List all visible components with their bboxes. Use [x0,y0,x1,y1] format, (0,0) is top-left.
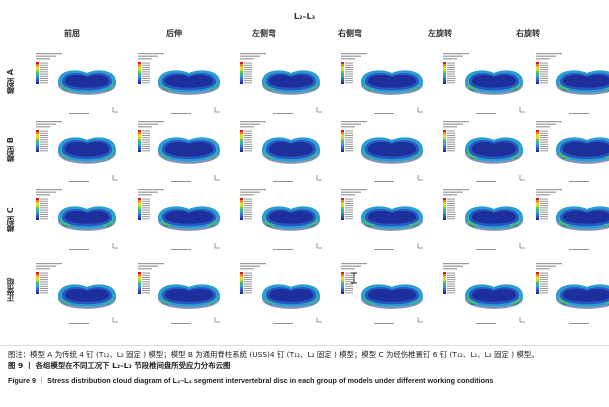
column-header-extension: 后伸 [166,29,182,38]
figure-label: Figure 9 [8,376,36,385]
legend-scale [138,272,150,294]
row-header-model-b: 模型 B [6,137,15,163]
figure-caption-en: Figure 9 丨 Stress distribution cloud dia… [8,376,604,386]
stress-panel-normal-group-left-bend [239,262,325,328]
stress-panel-normal-group-left-rotation [442,262,528,328]
stress-panel-model-b-left-rotation [442,120,528,186]
stress-panel-normal-group-right-bend [340,262,426,328]
stress-panel-model-b-right-bend [340,120,426,186]
legend-scale [138,130,150,152]
row-header-normal-group: 正常组 [6,278,15,302]
stress-panel-normal-group-extension [137,262,223,328]
legend-scale [138,198,150,220]
legend-scale [341,272,353,294]
legend-scale [36,62,48,84]
stress-panel-model-a-left-rotation [442,52,528,118]
legend-scale [36,198,48,220]
caption-divider [0,345,609,346]
column-header-right-bend: 右侧弯 [338,29,362,38]
caption-title-en: Stress distribution cloud diagram of L₂–… [47,376,494,385]
legend-scale [443,130,455,152]
legend-scale [341,62,353,84]
stress-panel-model-a-left-bend [239,52,325,118]
stress-panel-model-a-right-bend [340,52,426,118]
column-header-left-bend: 左侧弯 [252,29,276,38]
row-header-model-a: 模型 A [6,69,15,95]
stress-panel-model-a-flexion [35,52,121,118]
legend-scale [536,272,548,294]
legend-scale [240,198,252,220]
legend-scale [536,62,548,84]
stress-panel-normal-group-right-rotation [535,262,609,328]
legend-scale [36,272,48,294]
legend-scale [36,130,48,152]
column-header-flexion: 前屈 [64,29,80,38]
column-header-left-rotation: 左旋转 [428,29,452,38]
legend-scale [138,62,150,84]
legend-scale [341,198,353,220]
legend-scale [341,130,353,152]
stress-panel-model-b-left-bend [239,120,325,186]
stress-panel-model-c-right-bend [340,188,426,254]
stress-panel-model-c-extension [137,188,223,254]
caption-separator: 丨 [37,376,46,385]
stress-panel-model-a-extension [137,52,223,118]
legend-scale [536,130,548,152]
stress-panel-model-c-left-rotation [442,188,528,254]
column-header-right-rotation: 右旋转 [516,29,540,38]
caption-title-zh: 图 9 丨 各组模型在不同工况下 L₂–L₃ 节段椎间盘所受应力分布云图 [8,361,231,370]
row-header-model-c: 模型 C [6,207,15,233]
stress-panel-model-b-right-rotation [535,120,609,186]
legend-scale [240,130,252,152]
figure-caption-zh: 图注：模型 A 为传统 4 钉 (T₁₂、L₂ 固定 ) 模型；模型 B 为通用… [8,349,604,371]
legend-scale [240,272,252,294]
stress-panel-model-b-flexion [35,120,121,186]
caption-note: 图注：模型 A 为传统 4 钉 (T₁₂、L₂ 固定 ) 模型；模型 B 为通用… [8,350,539,359]
legend-scale [443,198,455,220]
stress-panel-model-c-flexion [35,188,121,254]
legend-scale [536,198,548,220]
stress-panel-model-b-extension [137,120,223,186]
legend-scale [240,62,252,84]
figure-title: L₂–L₃ [293,12,316,21]
stress-panel-model-a-right-rotation [535,52,609,118]
stress-panel-normal-group-flexion [35,262,121,328]
stress-panel-model-c-left-bend [239,188,325,254]
legend-scale [443,62,455,84]
text-cursor-icon [351,272,357,284]
legend-scale [443,272,455,294]
stress-panel-model-c-right-rotation [535,188,609,254]
